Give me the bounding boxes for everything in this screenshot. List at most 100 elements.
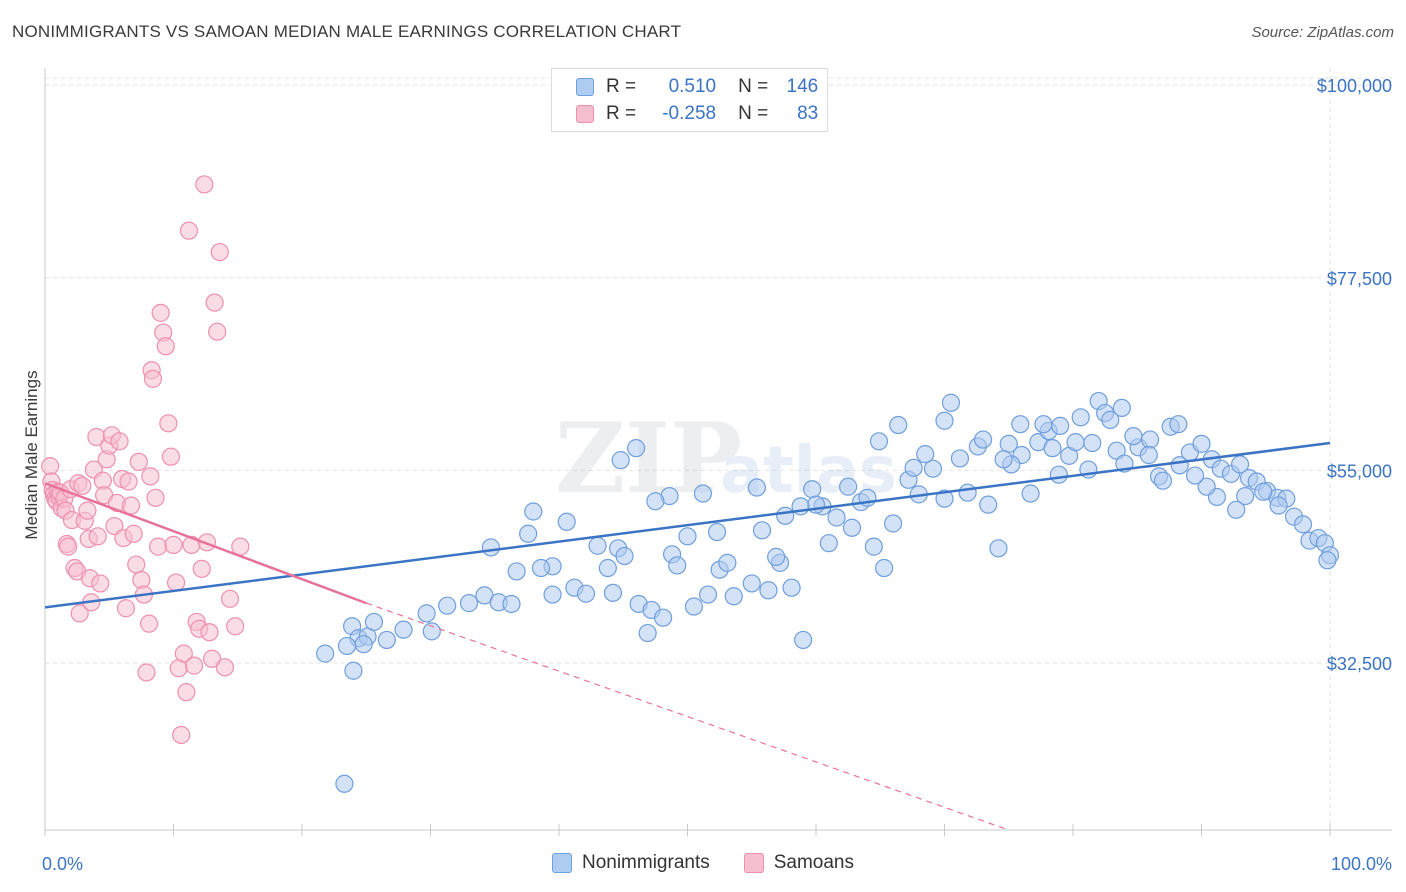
nonimmigrants-point (588, 536, 607, 555)
nonimmigrants-point (767, 547, 786, 566)
nonimmigrants-point (724, 587, 743, 606)
samoans-point (146, 488, 165, 507)
y-axis-label: Median Male Earnings (22, 370, 41, 539)
samoans-point (119, 472, 138, 491)
legend-row-nonimmigrants: R = 0.510 N = 146 (576, 74, 818, 100)
nonimmigrants-point (935, 411, 954, 430)
nonimmigrants-point (1034, 415, 1053, 434)
nonimmigrants-point (1021, 484, 1040, 503)
samoans-point (220, 589, 240, 608)
nonimmigrants-point (507, 562, 526, 581)
nonimmigrants-point (316, 644, 335, 663)
nonimmigrants-point (1071, 408, 1090, 427)
samoans-point (179, 221, 199, 240)
nonimmigrants-trend-line (44, 441, 1331, 609)
nonimmigrants-point (759, 581, 778, 600)
legend-label: Nonimmigrants (581, 852, 710, 873)
y-tick-label: $100,000 (1317, 76, 1392, 96)
nonimmigrants-point (524, 502, 543, 521)
samoans-point (161, 447, 181, 466)
samoans-point (137, 663, 156, 682)
nonimmigrants-point (869, 432, 889, 451)
nonimmigrants-point (782, 578, 801, 597)
nonimmigrants-point (935, 489, 954, 508)
nonimmigrants-point (364, 612, 384, 632)
nonimmigrants-point (1101, 410, 1120, 429)
legend-item-samoans[interactable]: Samoans (743, 852, 854, 874)
legend-n-label: N = (738, 103, 769, 124)
samoans-point (159, 414, 178, 433)
nonimmigrants-point (1083, 433, 1102, 453)
samoans-point (215, 658, 234, 677)
samoans-point (151, 303, 170, 322)
trend-lines (44, 441, 1331, 831)
nonimmigrants-point (1230, 455, 1250, 474)
nonimmigrants-point (1153, 471, 1173, 490)
nonimmigrants-point (747, 478, 766, 497)
samoans-point (141, 467, 160, 486)
nonimmigrants-point (1254, 482, 1273, 501)
nonimmigrants-point (889, 415, 908, 435)
nonimmigrants-point (626, 439, 646, 458)
nonimmigrants-point (603, 583, 623, 602)
samoans-point (202, 649, 222, 668)
legend-swatch-pink (743, 853, 764, 873)
legend-swatch-pink (576, 105, 594, 123)
nonimmigrants-point (615, 546, 634, 566)
nonimmigrants-point (354, 635, 373, 654)
nonimmigrants-point (1169, 415, 1188, 434)
nonimmigrants-point (1011, 415, 1030, 434)
samoans-point (59, 537, 78, 556)
samoans-point (129, 452, 148, 471)
nonimmigrants-point (519, 524, 538, 543)
nonimmigrants-point (1236, 486, 1255, 506)
samoans-point (172, 725, 191, 745)
nonimmigrants-point (1043, 439, 1062, 458)
samoans-point (200, 623, 219, 642)
samoans-point (139, 614, 159, 633)
nonimmigrants-point (1124, 427, 1143, 446)
samoans-point (91, 574, 110, 593)
nonimmigrants-point (958, 483, 977, 502)
samoans-point (184, 656, 204, 675)
nonimmigrants-point (337, 636, 357, 656)
nonimmigrants-point (819, 534, 838, 553)
samoans-point (78, 501, 97, 520)
y-tick-label: $55,000 (1327, 461, 1392, 481)
nonimmigrants-point (864, 537, 883, 556)
nonimmigrants-point (422, 622, 441, 641)
legend-n-value: 146 (786, 76, 819, 97)
nonimmigrants-point (842, 518, 862, 537)
nonimmigrants-point (803, 480, 822, 499)
nonimmigrants-point (1170, 456, 1189, 475)
nonimmigrants-point (417, 604, 436, 623)
axes (44, 68, 1392, 836)
samoans-point (231, 537, 250, 556)
x-tick-label: 0.0% (42, 854, 83, 874)
samoans-point (166, 573, 186, 592)
nonimmigrants-points (316, 391, 1340, 793)
legend-r-label: R = (606, 103, 637, 124)
nonimmigrants-point (827, 508, 846, 527)
series-legend: Nonimmigrants Samoans (0, 852, 1406, 874)
nonimmigrants-point (904, 458, 923, 477)
samoans-point (156, 337, 175, 356)
x-tick-label: 100.0% (1331, 854, 1392, 874)
legend-r-value: -0.258 (662, 103, 717, 124)
nonimmigrants-point (794, 630, 813, 650)
nonimmigrants-point (994, 450, 1013, 469)
nonimmigrants-point (1051, 416, 1070, 435)
legend-r-value: 0.510 (668, 76, 717, 97)
nonimmigrants-point (839, 477, 858, 496)
samoans-point (148, 537, 168, 556)
nonimmigrants-point (1318, 551, 1337, 570)
legend-item-nonimmigrants[interactable]: Nonimmigrants (551, 852, 710, 874)
nonimmigrants-point (1066, 433, 1085, 452)
nonimmigrants-point (1197, 477, 1216, 496)
nonimmigrants-point (598, 558, 617, 578)
nonimmigrants-point (923, 459, 943, 478)
nonimmigrants-point (979, 495, 998, 514)
nonimmigrants-point (668, 556, 687, 575)
grid-lines (45, 68, 1392, 830)
